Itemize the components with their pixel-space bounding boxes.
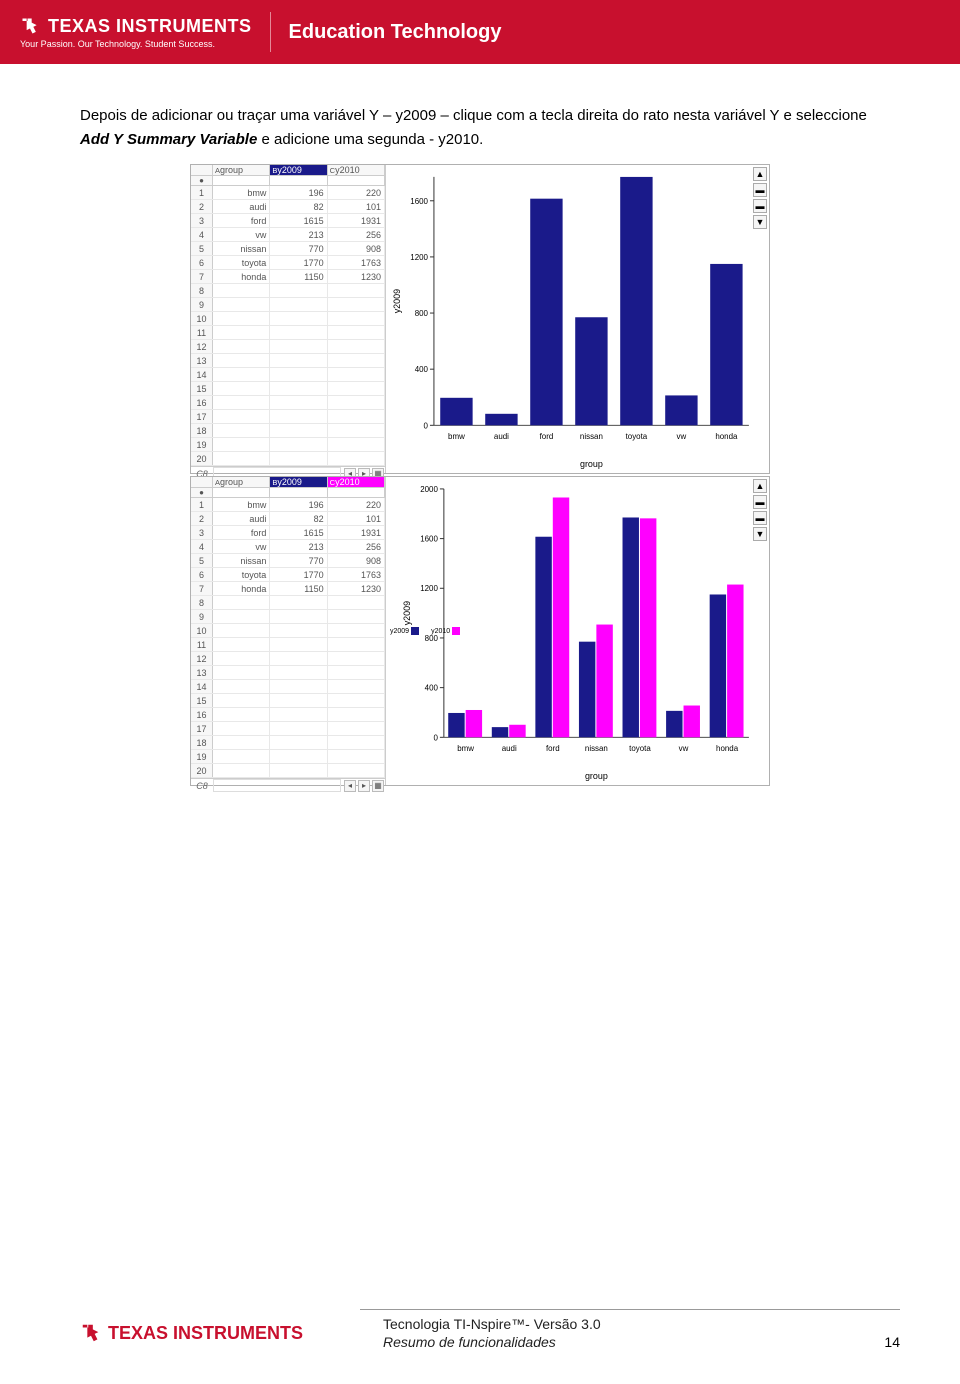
footer-brand: TEXAS INSTRUMENTS [108, 1323, 303, 1344]
svg-text:bmw: bmw [457, 744, 474, 753]
ti-chip-icon [20, 16, 40, 36]
screenshot-2: Agroup By2009 Cy2010 ●1bmw1962202audi821… [190, 476, 770, 786]
page-number: 14 [884, 1334, 900, 1350]
svg-text:nissan: nissan [585, 744, 608, 753]
svg-text:800: 800 [425, 634, 439, 643]
svg-text:y2009: y2009 [392, 289, 402, 313]
svg-text:1600: 1600 [420, 535, 438, 544]
chart-control-btn[interactable]: ▬ [753, 511, 767, 525]
svg-text:0: 0 [433, 733, 438, 742]
screenshot-1: Agroup By2009 Cy2010 ●1bmw1962202audi821… [190, 164, 770, 474]
svg-text:audi: audi [494, 432, 509, 441]
chart-control-btn[interactable]: ▼ [753, 527, 767, 541]
svg-text:honda: honda [715, 432, 738, 441]
brand-name: TEXAS INSTRUMENTS [48, 16, 252, 37]
svg-text:honda: honda [716, 744, 739, 753]
svg-text:audi: audi [502, 744, 517, 753]
svg-text:vw: vw [679, 744, 689, 753]
footer-line1: Tecnologia TI-Nspire™- Versão 3.0 [383, 1316, 601, 1332]
svg-text:toyota: toyota [626, 432, 648, 441]
banner-divider [270, 12, 271, 52]
footer-line2: Resumo de funcionalidades [383, 1334, 601, 1350]
svg-text:800: 800 [415, 309, 429, 318]
chart-2-legend: y2010y2009 [390, 627, 460, 635]
chart-control-btn[interactable]: ▬ [753, 495, 767, 509]
chart-control-btn[interactable]: ▼ [753, 215, 767, 229]
brand-block: TEXAS INSTRUMENTS Your Passion. Our Tech… [20, 16, 252, 49]
para-text-2: e adicione uma segunda - y2010. [257, 131, 483, 148]
footer-divider [360, 1309, 900, 1310]
svg-text:bmw: bmw [448, 432, 465, 441]
ti-chip-icon [80, 1322, 102, 1344]
svg-text:400: 400 [415, 365, 429, 374]
spreadsheet-1: Agroup By2009 Cy2010 ●1bmw1962202audi821… [191, 165, 386, 473]
svg-text:ford: ford [540, 432, 554, 441]
header-banner: TEXAS INSTRUMENTS Your Passion. Our Tech… [0, 0, 960, 64]
chart-1-controls: ▲ ▬ ▬ ▼ [753, 167, 767, 229]
chart-control-btn[interactable]: ▲ [753, 167, 767, 181]
svg-text:1600: 1600 [410, 197, 428, 206]
chart-2-controls: ▲ ▬ ▬ ▼ [753, 479, 767, 541]
svg-text:y2009: y2009 [402, 601, 412, 625]
chart-1: 0 400 800 1200 1600 bmw audi ford nissan toyota vw… [386, 165, 769, 473]
svg-text:1200: 1200 [410, 253, 428, 262]
svg-text:1200: 1200 [420, 584, 438, 593]
para-text-1: Depois de adicionar ou traçar uma variáv… [80, 107, 867, 124]
footer-text: Tecnologia TI-Nspire™- Versão 3.0 Resumo… [383, 1316, 601, 1350]
svg-text:nissan: nissan [580, 432, 603, 441]
chart-control-btn[interactable]: ▲ [753, 479, 767, 493]
svg-text:toyota: toyota [629, 744, 651, 753]
svg-text:group: group [580, 459, 603, 469]
page-footer: TEXAS INSTRUMENTS Tecnologia TI-Nspire™-… [80, 1309, 900, 1350]
para-emph: Add Y Summary Variable [80, 131, 257, 148]
chart-2: 0 400 800 1200 1600 2000 bmw audi ford nissan toyo… [386, 477, 769, 785]
svg-text:2000: 2000 [420, 485, 438, 494]
chart-control-btn[interactable]: ▬ [753, 199, 767, 213]
body-paragraph: Depois de adicionar ou traçar uma variáv… [80, 104, 880, 152]
chart-control-btn[interactable]: ▬ [753, 183, 767, 197]
footer-logo: TEXAS INSTRUMENTS [80, 1322, 303, 1344]
svg-text:group: group [585, 771, 608, 781]
banner-section: Education Technology [289, 21, 502, 44]
brand-tagline: Your Passion. Our Technology. Student Su… [20, 39, 252, 49]
svg-text:vw: vw [677, 432, 687, 441]
page-content: Depois de adicionar ou traçar uma variáv… [0, 64, 960, 786]
spreadsheet-2: Agroup By2009 Cy2010 ●1bmw1962202audi821… [191, 477, 386, 785]
chart-1-svg: 0 400 800 1200 1600 bmw audi ford nissan toyota vw… [386, 165, 769, 473]
svg-text:400: 400 [425, 684, 439, 693]
svg-text:ford: ford [546, 744, 560, 753]
svg-text:0: 0 [424, 421, 429, 430]
